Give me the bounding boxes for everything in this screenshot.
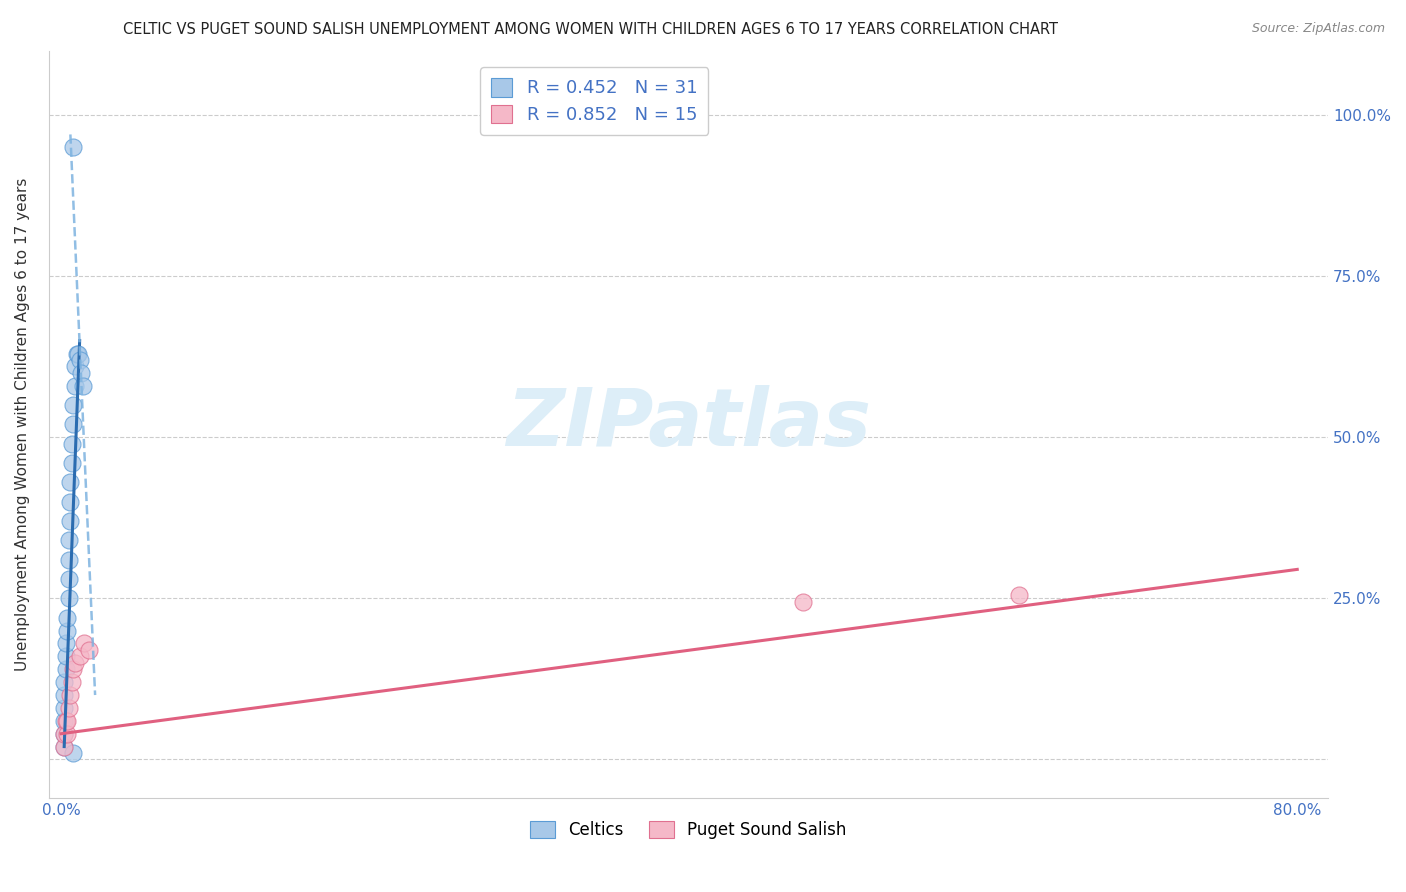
Point: [59, 688, 82, 702]
Point: [56, 727, 79, 741]
Point: [63, 359, 86, 374]
Point: [58, 533, 80, 548]
Point: [56, 714, 79, 728]
Point: [55, 649, 77, 664]
Point: [77, 643, 100, 657]
Point: [58, 572, 80, 586]
Point: [60, 436, 83, 450]
Point: [58, 701, 80, 715]
Point: [62, 398, 84, 412]
Point: [55, 636, 77, 650]
Text: ZIPatlas: ZIPatlas: [506, 385, 870, 464]
Point: [55, 662, 77, 676]
Point: [53, 675, 76, 690]
Point: [62, 746, 84, 760]
Point: [53, 701, 76, 715]
Point: [60, 675, 83, 690]
Point: [63, 378, 86, 392]
Point: [53, 739, 76, 754]
Point: [59, 494, 82, 508]
Point: [56, 624, 79, 638]
Text: CELTIC VS PUGET SOUND SALISH UNEMPLOYMENT AMONG WOMEN WITH CHILDREN AGES 6 TO 17: CELTIC VS PUGET SOUND SALISH UNEMPLOYMEN…: [122, 22, 1059, 37]
Point: [1008, 588, 1031, 602]
Point: [53, 739, 76, 754]
Point: [69, 649, 91, 664]
Point: [53, 727, 76, 741]
Point: [58, 552, 80, 566]
Point: [56, 611, 79, 625]
Point: [58, 591, 80, 606]
Point: [62, 140, 84, 154]
Point: [72, 378, 94, 392]
Legend: Celtics, Puget Sound Salish: Celtics, Puget Sound Salish: [523, 814, 853, 846]
Point: [59, 475, 82, 490]
Point: [59, 514, 82, 528]
Point: [53, 727, 76, 741]
Point: [69, 353, 91, 368]
Point: [62, 662, 84, 676]
Point: [53, 714, 76, 728]
Text: Source: ZipAtlas.com: Source: ZipAtlas.com: [1251, 22, 1385, 36]
Point: [60, 456, 83, 470]
Point: [63, 656, 86, 670]
Point: [65, 346, 87, 360]
Point: [792, 594, 814, 608]
Point: [70, 366, 93, 380]
Y-axis label: Unemployment Among Women with Children Ages 6 to 17 years: Unemployment Among Women with Children A…: [15, 178, 30, 671]
Point: [67, 346, 90, 360]
Point: [73, 636, 96, 650]
Point: [55, 714, 77, 728]
Point: [62, 417, 84, 432]
Point: [53, 688, 76, 702]
